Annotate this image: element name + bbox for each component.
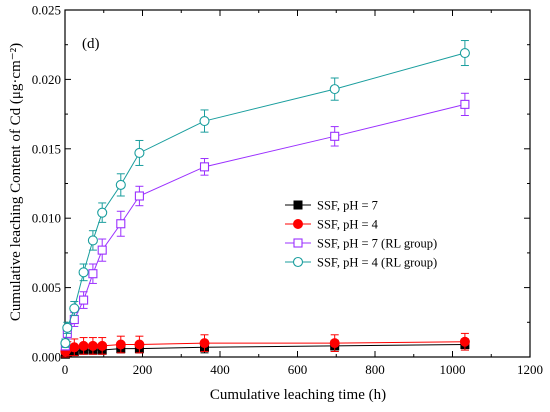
series-layer	[60, 40, 470, 359]
x-tick-label: 600	[288, 362, 308, 377]
x-tick-label: 0	[62, 362, 69, 377]
axes: 0 200 400 600 800 1000 1200 0.000 0.005 0.010 0.01…	[32, 3, 543, 378]
legend-swatch-marker	[293, 238, 303, 248]
legend-swatch-marker	[293, 219, 303, 229]
data-point	[134, 339, 145, 350]
legend-label: SSF, pH = 7	[317, 199, 378, 213]
data-point	[62, 322, 73, 333]
y-tick-label: 0.005	[32, 280, 61, 295]
legend-item-4: SSF, pH = 4 (RL group)	[285, 256, 437, 270]
data-point	[134, 147, 145, 159]
data-point	[330, 131, 340, 141]
legend-label: SSF, pH = 4 (RL group)	[317, 256, 437, 270]
legend-label: SSF, pH = 7 (RL group)	[317, 237, 437, 251]
legend-swatch-marker	[292, 256, 304, 268]
data-point	[199, 115, 210, 127]
data-point	[199, 162, 210, 172]
y-axis-label: Cumulative leaching Content of Cd (μg·cm…	[8, 43, 24, 321]
data-point	[460, 99, 470, 109]
data-point	[60, 338, 71, 349]
data-point	[87, 340, 98, 351]
legend: SSF, pH = 7 SSF, pH = 4 SSF, pH = 7 (RL gr…	[285, 199, 437, 270]
data-point	[97, 245, 107, 255]
data-point	[69, 342, 80, 353]
data-point	[115, 179, 126, 190]
data-point	[78, 267, 89, 278]
data-point	[459, 336, 470, 347]
plot-frame	[64, 9, 531, 358]
x-tick-label: 400	[210, 362, 230, 377]
data-point	[79, 295, 89, 305]
data-point	[134, 191, 144, 201]
x-tick-label: 1000	[440, 362, 466, 377]
legend-item-1: SSF, pH = 7	[285, 199, 378, 213]
data-point	[97, 340, 108, 351]
x-tick-label: 800	[365, 362, 385, 377]
series-line	[64, 52, 466, 344]
y-tick-label: 0.010	[32, 211, 61, 226]
y-tick-label: 0.000	[32, 350, 61, 365]
x-tick-label: 200	[133, 362, 153, 377]
legend-item-3: SSF, pH = 7 (RL group)	[285, 237, 437, 251]
data-point	[116, 219, 126, 229]
data-point	[199, 338, 210, 349]
legend-label: SSF, pH = 4	[317, 218, 379, 232]
data-point	[115, 339, 126, 350]
y-tick-label: 0.015	[32, 141, 61, 156]
data-point	[88, 269, 98, 279]
data-point	[78, 340, 89, 351]
legend-swatch-marker	[293, 200, 303, 210]
y-tick-label: 0.020	[32, 72, 61, 87]
series-4	[60, 40, 470, 349]
data-point	[459, 47, 470, 59]
data-point	[69, 303, 80, 314]
x-axis-label: Cumulative leaching time (h)	[210, 387, 386, 403]
data-point	[97, 207, 108, 218]
legend-item-2: SSF, pH = 4	[285, 218, 379, 232]
x-tick-label: 1200	[517, 362, 543, 377]
data-point	[87, 235, 98, 246]
panel-label: (d)	[82, 36, 100, 52]
y-tick-label: 0.025	[32, 3, 61, 18]
data-point	[329, 338, 340, 349]
data-point	[329, 84, 340, 95]
series-3	[60, 92, 470, 351]
